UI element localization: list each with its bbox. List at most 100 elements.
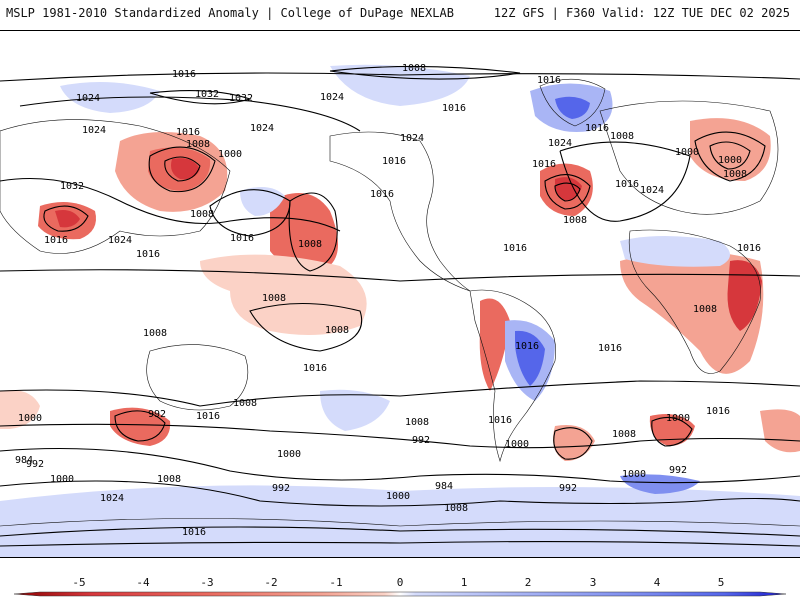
mslp-anomaly-map: 1016 1008 1016 1024 1032 1032 1024 1024 …	[0, 63, 800, 557]
anomaly-region-antarctic-2	[620, 474, 700, 494]
coastline-north-america	[329, 131, 471, 292]
isobar-southern-low-2	[651, 416, 693, 447]
isobar-label: 1008	[190, 209, 214, 220]
isobar-1016-south	[0, 380, 800, 407]
isobar-australia-low	[114, 410, 166, 442]
anomaly-region-southern-ocean-west	[320, 389, 390, 431]
map-title: MSLP 1981-2010 Standardized Anomaly | Co…	[6, 6, 454, 20]
isobar-label: 1000	[18, 413, 42, 424]
anomaly-region-east-asia	[620, 236, 730, 267]
anomaly-region-south-america-core	[515, 330, 545, 386]
isobar-label: 1008	[186, 139, 210, 150]
anomaly-region-pacific-wide	[200, 254, 367, 335]
colorbar-tick: 0	[396, 576, 404, 589]
coastline-antarctica	[0, 518, 800, 527]
isobar-label: 1024	[100, 493, 124, 504]
isobar-label: 1016	[370, 189, 394, 200]
isobar-1024-siberia	[19, 96, 361, 132]
isobar-label: 1016	[182, 527, 206, 538]
colorbar-tick: 2	[524, 576, 532, 589]
anomaly-region-europe	[690, 118, 771, 181]
isobar-1008-arctic	[329, 65, 521, 80]
isobar-atlantic-low	[544, 174, 591, 210]
isobar-label: 1008	[298, 239, 322, 250]
isobar-label: 1008	[610, 131, 634, 142]
isobar-label: 1024	[640, 185, 664, 196]
negative-anomaly-shading	[0, 118, 800, 461]
isobar-label: 1008	[402, 63, 426, 74]
isobar-label: 1024	[76, 93, 100, 104]
isobar-label: 1024	[400, 133, 424, 144]
colorbar-tick: 5	[717, 576, 725, 589]
isobar-label: 1016	[176, 127, 200, 138]
isobar-label: 1008	[563, 215, 587, 226]
isobar-label: 1000	[718, 155, 742, 166]
isobar-label: 1008	[723, 169, 747, 180]
isobar-label: 1000	[50, 474, 74, 485]
colorbar-tick: -2	[264, 576, 278, 589]
header: MSLP 1981-2010 Standardized Anomaly | Co…	[0, 0, 800, 26]
isobar-label: 1000	[675, 147, 699, 158]
isobar-label: 1016	[303, 363, 327, 374]
isobar-label: 984	[15, 455, 33, 466]
anomaly-region-pacific	[270, 193, 338, 272]
map-panel: 1016 1008 1016 1024 1032 1032 1024 1024 …	[0, 30, 800, 558]
coastline-africa	[628, 229, 761, 374]
isobar-label: 1008	[157, 474, 181, 485]
isobar-label: 1000	[666, 413, 690, 424]
colorbar-tick: -1	[329, 576, 343, 589]
isobar-label: 992	[412, 435, 430, 446]
isobar-label: 1008	[233, 398, 257, 409]
isobar-label: 984	[435, 481, 453, 492]
isobar-label: 1016	[230, 233, 254, 244]
isobar-southern-low-1	[553, 427, 593, 460]
isobar-label: 1032	[60, 181, 84, 192]
isobar-label: 1016	[382, 156, 406, 167]
anomaly-region-africa	[620, 251, 764, 374]
isobar-label: 1016	[706, 406, 730, 417]
isobar-india-low	[43, 205, 89, 232]
isobar-label: 1016	[737, 243, 761, 254]
isobar-label: 1016	[532, 159, 556, 170]
isobar-label: 1000	[505, 439, 529, 450]
anomaly-colorbar: -5 -4 -3 -2 -1 0 1 2 3 4 5	[0, 564, 800, 600]
colorbar-gradient	[13, 591, 787, 597]
isobar-label: 992	[272, 483, 290, 494]
isobar-label: 1008	[444, 503, 468, 514]
isobar-label: 1016	[585, 123, 609, 134]
isobar-label: 1008	[612, 429, 636, 440]
isobar-1016-tropics	[0, 269, 800, 282]
coastline-eurasia	[599, 100, 779, 215]
anomaly-region-south-america-west	[479, 298, 510, 391]
coastline-greenland	[539, 78, 606, 127]
isobar-label: 1008	[693, 304, 717, 315]
isobar-label: 1024	[82, 125, 106, 136]
anomaly-region-indian-ocean	[0, 390, 40, 429]
isobar-europe-low-2	[709, 141, 751, 170]
isobar-1016-atlantic	[559, 141, 691, 222]
anomaly-region-southern-ocean-1	[552, 425, 595, 461]
isobar-label: 1024	[548, 138, 572, 149]
isobar-labels: 1016 1008 1016 1024 1032 1032 1024 1024 …	[15, 63, 761, 538]
isobar-label: 1016	[537, 75, 561, 86]
colorbar-tick: -5	[72, 576, 86, 589]
isobar-label: 992	[559, 483, 577, 494]
colorbar-tick: 1	[460, 576, 468, 589]
isobar-label: 1008	[405, 417, 429, 428]
anomaly-region-greenland-core	[555, 96, 590, 119]
isobars	[0, 65, 800, 547]
anomaly-region-india-core	[55, 210, 80, 228]
isobar-atlantic-low-2	[554, 182, 581, 202]
isobar-label: 1016	[172, 69, 196, 80]
isobar-label: 1024	[250, 123, 274, 134]
isobar-1032	[149, 90, 252, 105]
isobar-1016-antarctic	[0, 540, 800, 547]
isobar-label: 1016	[44, 235, 68, 246]
isobar-label: 1008	[143, 328, 167, 339]
isobar-label: 992	[26, 459, 44, 470]
isobar-label: 1000	[218, 149, 242, 160]
coastline-asia	[0, 119, 231, 254]
isobar-1016-north	[0, 72, 800, 82]
isobar-europe-low	[694, 131, 766, 182]
isobar-label: 992	[148, 409, 166, 420]
